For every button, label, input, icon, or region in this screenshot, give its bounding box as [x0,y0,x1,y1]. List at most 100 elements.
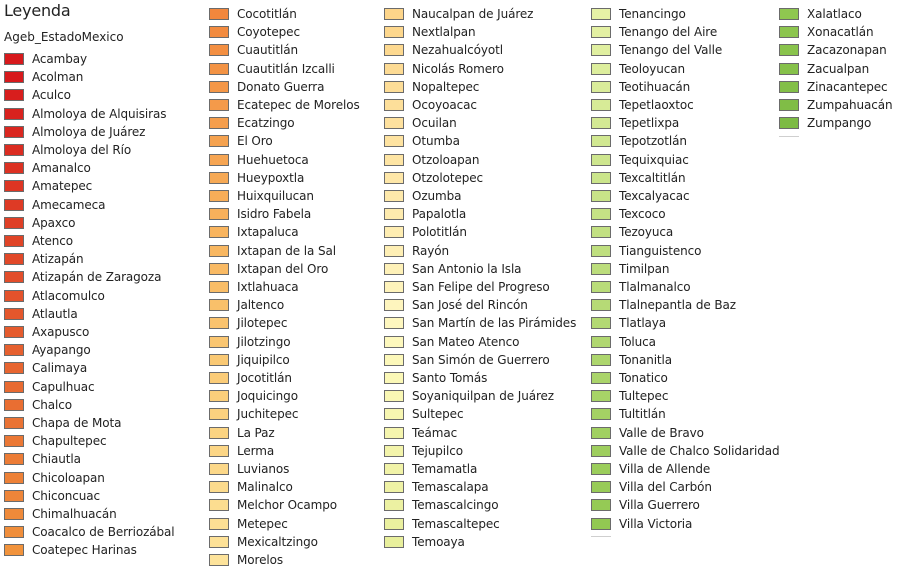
legend-label: Coacalco de Berriozábal [32,525,175,540]
legend-label: Xalatlaco [807,7,862,21]
legend-label: Atlautla [32,306,78,321]
legend-swatch [384,135,404,148]
legend-swatch [591,226,611,239]
legend-label: Juchitepec [237,407,299,422]
legend-swatch [384,62,404,75]
legend-label: Sultepec [412,407,464,422]
legend-swatch [591,299,611,312]
legend-label: Tenancingo [619,7,686,21]
legend-swatch [209,535,229,548]
legend-swatch [591,208,611,221]
legend-swatch [209,353,229,366]
legend-label: Zumpango [807,116,872,131]
legend-swatch [4,417,24,429]
legend-swatch [4,253,24,266]
legend-label: San Antonio la Isla [412,261,522,276]
legend-label: Isidro Fabela [237,207,312,222]
legend-swatch [4,107,24,120]
legend-swatch [591,281,611,293]
legend-label: Tejupilco [412,443,463,458]
legend-swatch [209,317,229,330]
legend-label: Tultitlán [619,407,666,422]
legend-swatch [591,8,611,20]
legend-label: San Simón de Guerrero [412,352,550,367]
legend-label: Ixtapan de la Sal [237,243,337,258]
legend-label: Tultepec [619,389,669,404]
legend-label: Atlacomulco [32,288,105,303]
legend-label: Cuautitlán [237,43,298,58]
legend-swatch [384,262,404,275]
legend-swatch [209,99,229,111]
legend-label: Lerma [237,443,275,458]
legend-label: San José del Rincón [412,298,528,313]
legend-label: Zinacantepec [807,79,888,94]
legend-label: Morelos [237,553,283,567]
legend-swatch [209,499,229,512]
legend-label: Nezahualcóyotl [412,43,503,58]
legend-swatch [384,535,404,548]
legend-label: Ozumba [412,189,462,203]
legend-label: Ayapango [32,343,91,358]
legend-label: Temascalapa [412,480,489,495]
legend-label: El Oro [237,134,273,149]
legend-swatch [384,80,404,93]
legend-label: Amatepec [32,179,93,194]
legend-label: Teoloyucan [619,61,685,76]
legend-swatch [591,153,611,166]
legend-swatch [4,471,24,484]
legend-swatch [384,281,404,293]
legend-label: Teotihuacán [619,79,691,94]
legend-label: Soyaniquilpan de Juárez [412,389,554,404]
legend-label: Zacualpan [807,61,870,76]
legend-label: Otumba [412,134,460,149]
legend-swatch [4,71,24,84]
legend-swatch [591,117,611,130]
legend-label: Polotitlán [412,225,467,240]
legend-label: Nextlalpan [412,25,476,40]
legend-label: Atizapán [32,252,84,267]
legend-label: Papalotla [412,207,467,222]
legend-label: Coatepec Harinas [32,543,137,558]
legend-label: Zumpahuacán [807,98,893,112]
legend-label: Almoloya del Río [32,143,132,157]
legend-label: Metepec [237,516,288,531]
legend-swatch [384,299,404,312]
legend-label: Timilpan [619,261,670,276]
legend-swatch [4,398,24,411]
legend-swatch [591,481,611,494]
legend-swatch [591,372,611,384]
legend-label: Cocotitlán [237,7,297,21]
legend-label: Axapusco [32,325,90,339]
legend-swatch [4,125,24,138]
legend-swatch [384,317,404,330]
legend-swatch [4,53,24,65]
legend-swatch [4,198,24,211]
legend-swatch [4,89,24,102]
legend-swatch [591,44,611,57]
legend-label: Coyotepec [237,25,300,40]
legend-label: Huixquilucan [237,189,314,203]
legend-swatch [4,489,24,502]
legend-label: San Felipe del Progreso [412,280,550,294]
legend-label: Ixtlahuaca [237,280,299,294]
legend-label: Valle de Chalco Solidaridad [619,443,780,458]
legend-label: Atenco [32,234,74,248]
legend-swatch [209,408,229,421]
legend-label: Atizapán de Zaragoza [32,270,162,285]
legend-label: Chicoloapan [32,470,105,485]
legend-swatch [4,235,24,247]
legend-label: Tenango del Aire [619,25,718,40]
legend-label: Ixtapaluca [237,225,299,240]
legend-label: Toluca [619,334,656,349]
legend-label: Amanalco [32,161,91,176]
legend-label: Huehuetoca [237,152,309,167]
legend-label: Hueypoxtla [237,170,305,185]
legend-swatch [4,162,24,175]
legend-swatch [209,262,229,275]
legend-label: Texcaltitlán [619,170,686,185]
legend-swatch [4,544,24,557]
legend-swatch [4,289,24,302]
legend-swatch [384,171,404,184]
legend-swatch [209,554,229,566]
legend-swatch [384,390,404,403]
